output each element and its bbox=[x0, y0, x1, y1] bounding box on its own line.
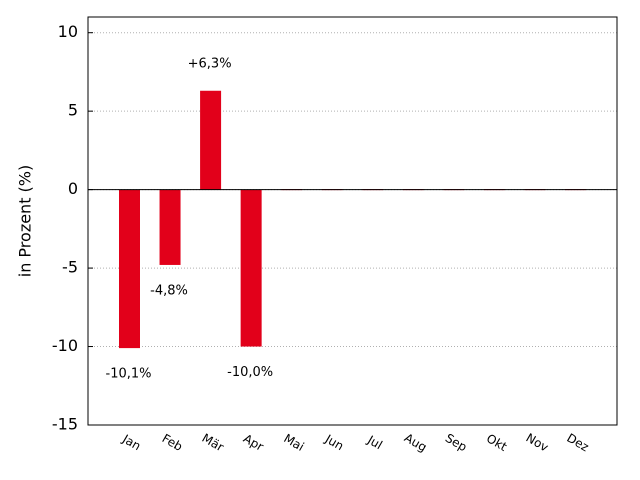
plot-frame bbox=[87, 16, 618, 426]
x-tick-label: Jul bbox=[364, 432, 384, 452]
x-tick-label: Okt bbox=[484, 431, 510, 454]
bar bbox=[119, 189, 140, 349]
x-tick-label: Dez bbox=[564, 431, 591, 455]
value-label: -10,1% bbox=[106, 367, 152, 382]
value-label: -4,8% bbox=[150, 283, 188, 298]
y-tick-label: -15 bbox=[52, 415, 78, 434]
y-tick-label: -10 bbox=[52, 336, 78, 355]
x-tick-label: Mai bbox=[281, 431, 306, 454]
value-label: +6,3% bbox=[188, 56, 232, 71]
x-tick-label: Aug bbox=[402, 431, 429, 455]
y-axis-label: in Prozent (%) bbox=[16, 165, 35, 277]
x-tick-label: Apr bbox=[241, 431, 266, 454]
y-tick-label: 10 bbox=[58, 22, 78, 41]
x-tick-label: Feb bbox=[160, 431, 185, 454]
bar bbox=[240, 189, 262, 347]
x-tick-label: Jun bbox=[322, 431, 346, 453]
bar bbox=[159, 189, 181, 265]
x-tick-label: Mär bbox=[200, 431, 227, 454]
y-tick-label: 5 bbox=[68, 101, 78, 120]
x-tick-label: Sep bbox=[443, 431, 470, 454]
value-label: -10,0% bbox=[227, 365, 273, 380]
x-tick-label: Nov bbox=[524, 431, 551, 455]
bar bbox=[200, 90, 222, 190]
y-tick-label: -5 bbox=[62, 258, 78, 277]
x-tick-label: Jan bbox=[119, 431, 143, 453]
y-tick-label: 0 bbox=[68, 179, 78, 198]
